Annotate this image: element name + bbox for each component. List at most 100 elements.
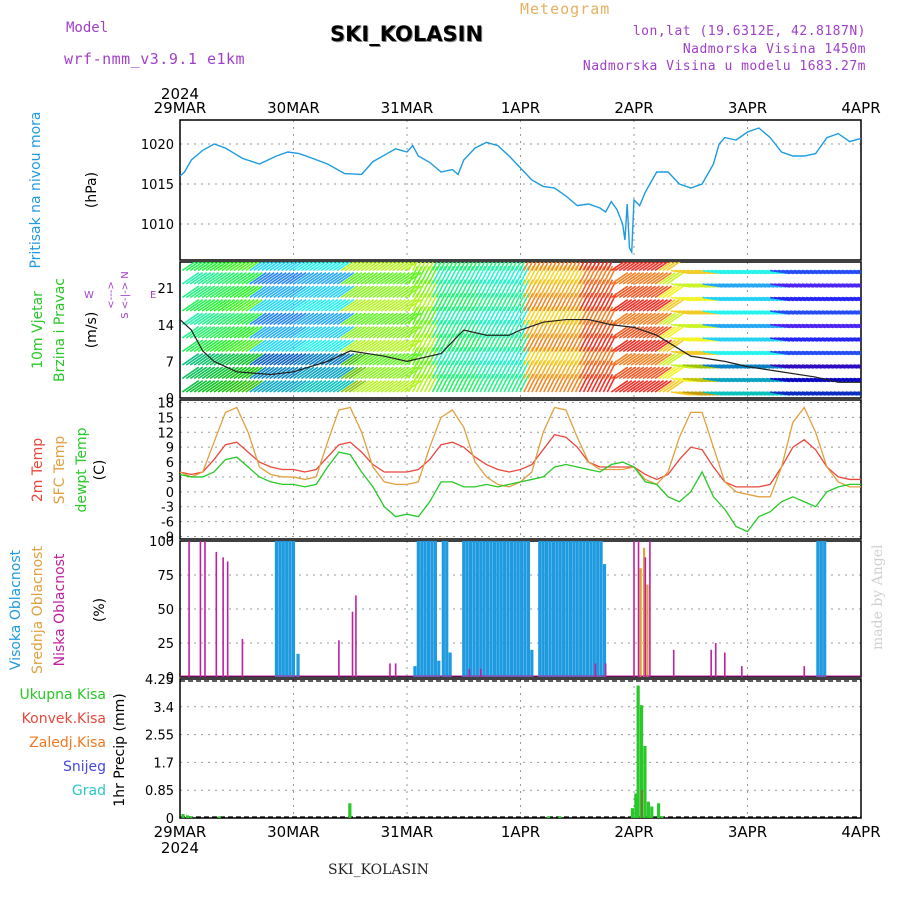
wind-barb	[293, 326, 311, 339]
cloud-bar	[482, 541, 486, 677]
wind-barb	[606, 333, 618, 352]
wind-barb	[483, 373, 494, 393]
wind-label-1: 10m Vjetar	[30, 291, 46, 369]
wind-barb	[602, 333, 614, 352]
wind-barb	[368, 339, 386, 353]
wind-barb	[320, 312, 339, 326]
wind-barb	[554, 373, 566, 393]
wind-barb	[392, 366, 410, 380]
wind-barb	[376, 339, 394, 353]
wind-barb	[443, 279, 455, 298]
wind-barb	[515, 346, 526, 366]
wind-barb	[209, 299, 228, 312]
wind-barb	[642, 285, 661, 299]
wind-barb	[594, 292, 606, 312]
wind-barb	[483, 265, 494, 285]
wind-barb	[439, 306, 451, 325]
wind-barb	[332, 299, 351, 312]
wind-barb	[225, 272, 243, 285]
cloud-bar	[724, 652, 726, 677]
wind-barb	[539, 333, 550, 352]
wind-barb	[463, 333, 475, 352]
y-tick-label: 1020	[141, 138, 174, 153]
wind-barb	[257, 312, 275, 326]
wind-barb	[642, 366, 661, 380]
wind-barb	[479, 265, 490, 285]
wind-barb	[360, 262, 375, 272]
wind-barb	[451, 333, 463, 352]
precip-legend-item: Grad	[72, 783, 106, 799]
wind-barb	[459, 360, 471, 379]
wind-barb	[229, 285, 247, 299]
wind-barb	[352, 353, 371, 366]
wind-barb	[467, 262, 474, 271]
y-tick-label: 75	[157, 569, 174, 584]
wind-barb	[614, 380, 633, 393]
wind-barb	[404, 285, 422, 299]
wind-barb	[535, 333, 546, 352]
wind-barb	[857, 350, 861, 353]
wind-barb	[427, 346, 439, 366]
wind-barb	[435, 319, 447, 339]
wind-barb	[554, 279, 566, 298]
wind-barb	[328, 366, 347, 380]
wind-barb	[229, 339, 247, 353]
wind-barb	[237, 299, 255, 312]
cloud-bar	[468, 541, 473, 677]
wind-barb	[233, 312, 251, 326]
wind-barb	[857, 391, 861, 394]
wind-barb	[590, 346, 602, 366]
wind-barb	[225, 299, 243, 312]
wind-barb	[265, 299, 283, 312]
wind-barb	[348, 380, 367, 393]
wind-barb	[503, 306, 514, 325]
wind-barb	[332, 312, 351, 326]
wind-barb	[324, 272, 343, 285]
temp-label: 2m Temp	[30, 438, 46, 502]
wind-barb	[610, 380, 629, 393]
wind-barb	[590, 333, 602, 352]
wind-barb	[543, 360, 554, 379]
wind-barb	[407, 279, 419, 298]
wind-barb	[404, 299, 422, 312]
wind-barb	[638, 272, 657, 285]
wind-barb	[225, 285, 243, 299]
wind-barb	[289, 262, 304, 272]
wind-barb	[340, 366, 359, 380]
wind-barb	[586, 306, 598, 325]
wind-barb	[562, 279, 574, 298]
wind-barb	[245, 339, 263, 353]
wind-barb	[598, 262, 605, 271]
wind-barb	[598, 306, 610, 325]
wind-barb	[582, 279, 594, 298]
temp-line-2	[179, 451, 861, 533]
wind-barb	[269, 326, 287, 339]
wind-barb	[181, 366, 200, 380]
wind-barb	[388, 272, 406, 285]
wind-barb	[543, 265, 554, 285]
precip-bar	[643, 746, 647, 818]
wind-barb	[566, 346, 578, 366]
wind-barb	[431, 360, 443, 379]
wind-barb	[209, 272, 228, 285]
wind-barb	[281, 312, 299, 326]
wind-barb	[297, 312, 315, 326]
wind-barb	[344, 380, 363, 393]
year-label-bottom: 2024	[161, 839, 199, 857]
wind-barb	[455, 306, 467, 325]
wind-barb	[392, 285, 410, 299]
wind-barb	[658, 312, 676, 326]
wind-barb	[666, 312, 684, 326]
wind-barb	[499, 262, 506, 271]
wind-barb	[527, 292, 538, 312]
wind-barb	[376, 285, 394, 299]
wind-barb	[189, 272, 208, 285]
wind-barb	[253, 285, 271, 299]
wind-barb	[356, 326, 375, 339]
wind-barb	[336, 353, 355, 366]
wind-barb	[459, 292, 471, 312]
wind-barb	[376, 380, 394, 393]
wind-barb	[388, 262, 403, 272]
wind-barb	[304, 312, 323, 326]
wind-barb	[285, 285, 303, 299]
